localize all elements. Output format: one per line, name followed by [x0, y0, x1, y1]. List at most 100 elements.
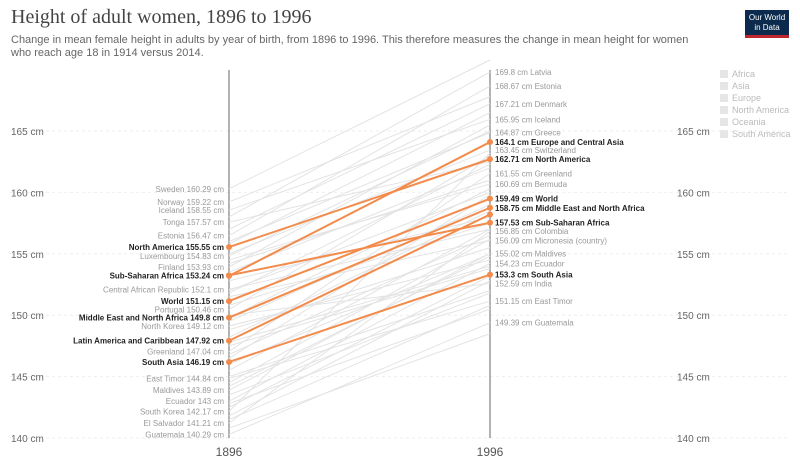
start-label: Ecuador 143 cm	[166, 397, 225, 406]
region-end-point	[487, 211, 493, 218]
country-line	[228, 163, 491, 294]
legend-item-south-america[interactable]: South America	[720, 128, 791, 140]
end-label: 151.15 cm East Timor	[495, 297, 573, 306]
country-line	[228, 188, 491, 319]
country-line	[228, 275, 491, 408]
legend: Africa Asia Europe North America Oceania Sout…	[720, 68, 791, 140]
region-start-point	[226, 298, 232, 305]
region-start-label: World 151.15 cm	[161, 297, 224, 306]
start-label: Luxembourg 154.83 cm	[140, 252, 224, 261]
legend-item-north-america[interactable]: North America	[720, 104, 791, 116]
start-label: East Timor 144.84 cm	[146, 375, 224, 384]
region-end-point	[487, 156, 493, 163]
region-end-point	[487, 139, 493, 146]
legend-swatch	[720, 94, 728, 102]
region-start-label: Sub-Saharan Africa 153.24 cm	[110, 271, 224, 280]
country-line	[228, 292, 491, 396]
legend-swatch	[720, 82, 728, 90]
region-line	[228, 273, 491, 363]
country-line	[228, 112, 491, 245]
start-label: Guatemala 140.29 cm	[145, 430, 224, 439]
country-line	[228, 280, 491, 417]
legend-label: Europe	[732, 93, 762, 103]
region-start-point	[226, 358, 232, 365]
country-line	[228, 132, 491, 242]
start-label: Norway 159.22 cm	[157, 198, 224, 207]
y-tick-label-left: 150 cm	[11, 311, 44, 322]
country-line	[228, 322, 491, 435]
owid-logo[interactable]: Our World in Data	[745, 10, 789, 38]
end-label: 149.39 cm Guatemala	[495, 319, 574, 328]
start-label: South Korea 142.17 cm	[140, 407, 224, 416]
region-end-label: 164.1 cm Europe and Central Asia	[495, 138, 624, 147]
y-tick-label-left: 155 cm	[11, 250, 44, 261]
start-label: Iceland 158.55 cm	[159, 206, 225, 215]
y-tick-label-right: 145 cm	[677, 373, 710, 384]
country-line	[228, 124, 491, 268]
legend-label: Oceania	[732, 117, 766, 127]
end-label: 161.55 cm Greenland	[495, 169, 572, 178]
region-end-label: 153.3 cm South Asia	[495, 271, 573, 280]
region-end-label: 157.53 cm Sub-Saharan Africa	[495, 219, 610, 228]
legend-label: Asia	[732, 81, 750, 91]
country-line	[228, 96, 491, 203]
start-label: Estonia 156.47 cm	[158, 232, 225, 241]
country-line	[228, 290, 491, 378]
start-label: Finland 153.93 cm	[158, 263, 224, 272]
y-tick-label-left: 140 cm	[11, 434, 44, 445]
y-tick-label-left: 160 cm	[11, 188, 44, 199]
start-label: Sweden 160.29 cm	[156, 185, 225, 194]
legend-item-oceania[interactable]: Oceania	[720, 116, 791, 128]
country-line	[228, 253, 491, 365]
logo-line-1: Our World	[748, 13, 786, 22]
region-start-point	[226, 244, 232, 251]
start-label: Portugal 150.46 cm	[155, 306, 225, 315]
end-label: 155.02 cm Maldives	[495, 250, 566, 259]
legend-swatch	[720, 106, 728, 114]
country-line	[228, 304, 491, 421]
end-label: 160.69 cm Bermuda	[495, 180, 568, 189]
region-line	[228, 141, 491, 277]
country-line	[228, 234, 491, 355]
region-start-label: Latin America and Caribbean 147.92 cm	[73, 337, 224, 346]
legend-item-europe[interactable]: Europe	[720, 92, 791, 104]
country-line	[228, 85, 491, 237]
region-end-label: 158.75 cm Middle East and North Africa	[495, 204, 645, 213]
y-tick-label-right: 155 cm	[677, 250, 710, 261]
end-label: 154.23 cm Ecuador	[495, 259, 565, 268]
country-line	[228, 228, 491, 290]
start-label: El Salvador 141.21 cm	[144, 419, 225, 428]
legend-swatch	[720, 118, 728, 126]
start-label: Maldives 143.89 cm	[153, 386, 224, 395]
region-end-label: 159.49 cm World	[495, 195, 558, 204]
start-label: North Korea 149.12 cm	[141, 322, 224, 331]
y-tick-label-right: 160 cm	[677, 188, 710, 199]
country-line	[228, 130, 491, 257]
country-line	[228, 265, 491, 343]
region-start-point	[226, 272, 232, 279]
y-tick-label-right: 165 cm	[677, 127, 710, 138]
country-line	[228, 149, 491, 255]
region-start-label: South Asia 146.19 cm	[142, 358, 224, 367]
legend-item-africa[interactable]: Africa	[720, 68, 791, 80]
country-line	[228, 308, 491, 405]
y-tick-label-right: 140 cm	[677, 434, 710, 445]
y-tick-label-left: 165 cm	[11, 127, 44, 138]
region-start-label: Middle East and North Africa 149.8 cm	[79, 314, 224, 323]
legend-item-asia[interactable]: Asia	[720, 80, 791, 92]
end-label: 156.09 cm Micronesia (country)	[495, 236, 607, 245]
chart-title: Height of adult women, 1896 to 1996	[11, 6, 312, 28]
country-line	[228, 239, 491, 298]
end-label: 152.59 cm India	[495, 279, 552, 288]
end-label: 163.45 cm Switzerland	[495, 146, 576, 155]
chart-subtitle: Change in mean female height in adults b…	[11, 34, 689, 59]
country-line	[228, 268, 491, 347]
country-line	[228, 238, 491, 384]
country-line	[228, 71, 491, 218]
end-label: 156.85 cm Colombia	[495, 227, 569, 236]
country-line	[228, 103, 491, 230]
end-label: 165.95 cm Iceland	[495, 115, 560, 124]
region-line	[228, 221, 491, 277]
region-start-point	[226, 314, 232, 321]
logo-line-2: in Data	[754, 23, 780, 32]
